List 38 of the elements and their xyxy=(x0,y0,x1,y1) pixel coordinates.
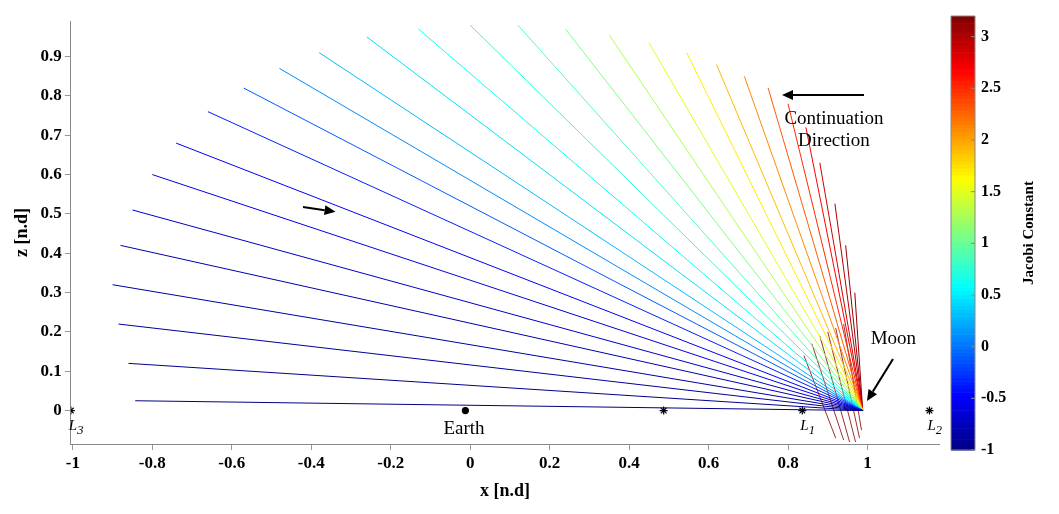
x-tick-label: -0.4 xyxy=(297,452,326,472)
x-tick-label: 0.8 xyxy=(777,452,799,472)
color-bar-label: 3 xyxy=(981,26,989,44)
y-tick-label: 0.1 xyxy=(40,360,62,380)
y-tick-label: 0.3 xyxy=(40,281,62,301)
x-tick-label: 0.6 xyxy=(697,452,720,472)
annotation: L$_{2}$ xyxy=(927,416,943,437)
color-bar-title: Jacobi Constant xyxy=(1019,181,1036,285)
x-tick-label: 1 xyxy=(863,452,872,472)
y-tick-label: 0 xyxy=(53,399,62,419)
y-tick-label: 0.4 xyxy=(40,242,63,262)
color-bar-label: 0 xyxy=(981,336,989,354)
y-axis-title: z [n.d] xyxy=(11,208,32,258)
y-tick-label: 0.8 xyxy=(40,85,62,105)
y-tick-label: 0.5 xyxy=(40,203,62,223)
y-tick-label: 0.9 xyxy=(40,45,62,65)
x-tick-label: 0.2 xyxy=(539,452,561,472)
x-axis-title: x [n.d] xyxy=(479,479,530,500)
y-tick-label: 0.2 xyxy=(40,321,62,341)
color-bar-label: -1 xyxy=(981,440,995,458)
x-tick-label: -1 xyxy=(65,452,80,472)
color-bar-label: 2.5 xyxy=(981,78,1001,96)
color-bar-label: -0.5 xyxy=(981,388,1007,406)
annotation: L$_{1}$ xyxy=(800,416,815,437)
y-tick-label: 0.6 xyxy=(40,163,62,183)
y-tick-label: 0.7 xyxy=(40,124,63,144)
x-tick-label: 0.4 xyxy=(618,452,641,472)
x-tick-label: -0.2 xyxy=(377,452,405,472)
x-tick-label: -0.6 xyxy=(218,452,246,472)
x-tick-label: 0 xyxy=(465,452,475,472)
annotation: L$_{3}$ xyxy=(68,416,84,437)
color-bar-label: 1.5 xyxy=(981,181,1001,199)
color-bar-label: 2 xyxy=(981,130,989,148)
annotation: Earth xyxy=(443,416,485,439)
x-tick-label: -0.8 xyxy=(138,452,166,472)
color-bar-label: 1 xyxy=(981,233,989,251)
annotation: Moon xyxy=(870,326,917,349)
color-bar-label: 0.5 xyxy=(981,285,1001,303)
